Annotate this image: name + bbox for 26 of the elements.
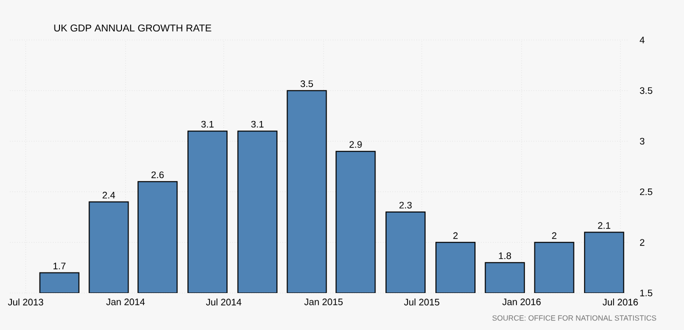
data-label: 1.7 (54, 262, 66, 270)
x-tick-label: Jan 2014 (106, 298, 145, 306)
x-tick-label: Jul 2013 (8, 298, 44, 306)
data-label: 1.8 (498, 252, 512, 260)
chart-title: UK GDP ANNUAL GROWTH RATE (54, 24, 212, 32)
y-tick-label: 3.5 (640, 87, 652, 94)
y-tick-label: 2 (640, 239, 644, 246)
x-tick-label: Jul 2014 (206, 298, 242, 306)
x-tick-label: Jan 2015 (304, 298, 343, 306)
y-tick-label: 2.5 (640, 188, 652, 196)
data-label: 3.1 (251, 120, 264, 128)
data-label: 2.1 (598, 222, 610, 229)
data-label: 2.6 (151, 171, 164, 178)
x-tick-label: Jul 2016 (602, 298, 638, 306)
y-tick-label: 3 (640, 138, 644, 145)
data-label: 2.3 (399, 202, 412, 209)
y-tick-label: 1.5 (640, 290, 652, 296)
data-label: 3.1 (201, 120, 214, 128)
data-label: 2 (552, 232, 556, 239)
data-label: 2.4 (102, 192, 116, 198)
data-label: 2.9 (350, 141, 362, 148)
data-label: 3.5 (300, 80, 313, 88)
x-tick-label: Jan 2016 (502, 298, 541, 306)
x-tick-label: Jul 2015 (404, 298, 440, 306)
data-label: 2 (453, 232, 458, 239)
y-tick-label: 4 (640, 36, 645, 44)
